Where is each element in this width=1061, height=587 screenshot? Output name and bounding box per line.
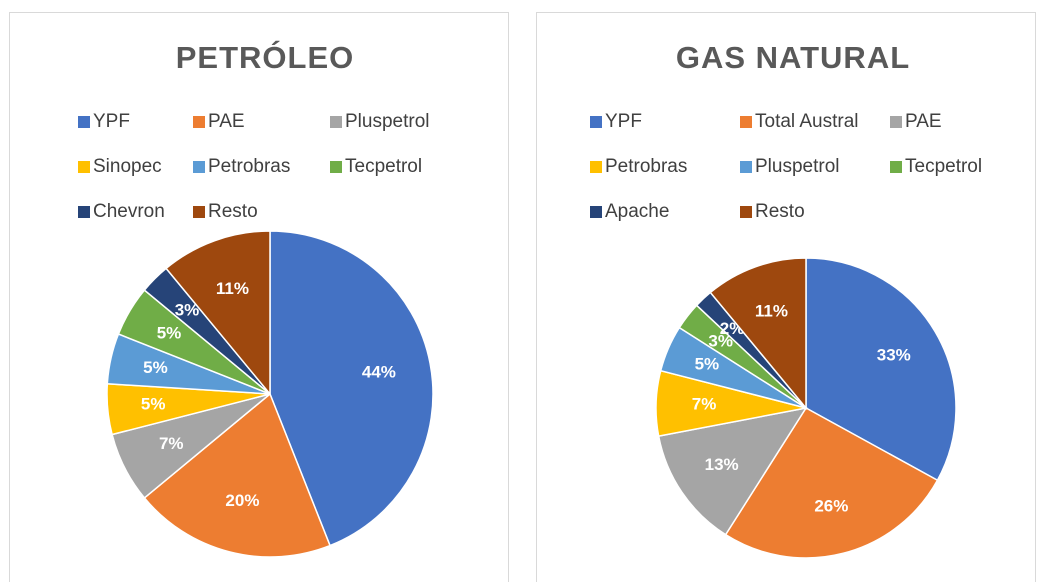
legend-swatch (330, 161, 342, 173)
data-label: 26% (814, 496, 848, 515)
legend-swatch (78, 161, 90, 173)
data-label: 7% (692, 394, 717, 413)
legend-label: PAE (905, 111, 942, 132)
legend-label: Pluspetrol (345, 111, 430, 132)
legend-swatch (193, 161, 205, 173)
legend-swatch (193, 206, 205, 218)
legend-swatch (590, 206, 602, 218)
data-label: 5% (141, 395, 166, 414)
data-label: 5% (143, 358, 168, 377)
legend-swatch (740, 161, 752, 173)
pie-slice (143, 392, 331, 558)
legend-label: Petrobras (605, 156, 687, 177)
legend-label: YPF (605, 111, 642, 132)
legend-label: YPF (93, 111, 130, 132)
legend-swatch (590, 116, 602, 128)
legend-label: Total Austral (755, 111, 859, 132)
legend-label: Tecpetrol (345, 156, 422, 177)
legend-label: Apache (605, 201, 669, 222)
pie-slice (269, 230, 434, 547)
data-label: 5% (157, 324, 182, 343)
legend-label: Tecpetrol (905, 156, 982, 177)
data-label: 13% (705, 455, 739, 474)
chart-title: GAS NATURAL (676, 40, 910, 75)
data-label: 11% (216, 279, 249, 298)
data-label: 11% (755, 302, 788, 321)
chart-title: PETRÓLEO (176, 39, 355, 75)
legend-label: Resto (755, 201, 805, 222)
legend-swatch (590, 161, 602, 173)
data-label: 44% (362, 363, 396, 382)
data-label: 33% (877, 346, 911, 365)
legend-swatch (78, 206, 90, 218)
legend-label: Pluspetrol (755, 156, 840, 177)
data-label: 5% (695, 355, 720, 374)
pie-slice (165, 230, 271, 397)
pie-slice (657, 406, 808, 536)
data-label: 3% (708, 331, 733, 350)
pie-slice (724, 407, 939, 559)
legend-label: Chevron (93, 201, 165, 222)
data-label: 20% (225, 491, 259, 510)
legend-swatch (890, 116, 902, 128)
legend-swatch (78, 116, 90, 128)
legend-swatch (740, 206, 752, 218)
data-label: 7% (159, 434, 184, 453)
legend-label: Sinopec (93, 156, 162, 177)
legend-swatch (740, 116, 752, 128)
pie-slice (805, 257, 957, 482)
legend-label: Petrobras (208, 156, 290, 177)
legend-swatch (330, 116, 342, 128)
legend-label: PAE (208, 111, 245, 132)
legend-swatch (193, 116, 205, 128)
data-label: 3% (175, 300, 200, 319)
legend-swatch (890, 161, 902, 173)
pie-slice (709, 257, 807, 411)
legend-label: Resto (208, 201, 258, 222)
